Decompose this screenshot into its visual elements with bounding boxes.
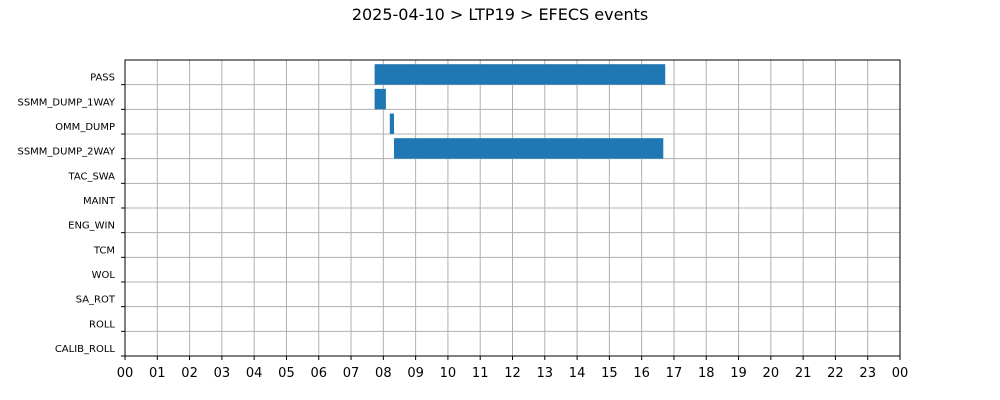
event-bar bbox=[374, 64, 666, 85]
x-tick-label: 20 bbox=[763, 366, 780, 381]
x-tick-label: 06 bbox=[310, 366, 327, 381]
x-tick-label: 15 bbox=[601, 366, 618, 381]
x-tick-label: 12 bbox=[504, 366, 521, 381]
grid-lines bbox=[124, 60, 901, 357]
x-tick-label: 02 bbox=[181, 366, 198, 381]
x-tick-label: 05 bbox=[278, 366, 295, 381]
x-tick-label: 22 bbox=[827, 366, 844, 381]
x-tick-label: 18 bbox=[698, 366, 715, 381]
x-tick-label: 16 bbox=[633, 366, 650, 381]
y-tick-label: OMM_DUMP bbox=[55, 122, 115, 133]
event-bar bbox=[393, 138, 664, 159]
chart-title: 2025-04-10 > LTP19 > EFECS events bbox=[351, 5, 649, 24]
x-tick-label: 21 bbox=[795, 366, 812, 381]
x-tick-label: 11 bbox=[472, 366, 489, 381]
event-bars bbox=[374, 64, 666, 159]
y-tick-label: WOL bbox=[92, 270, 116, 281]
x-tick-label: 23 bbox=[859, 366, 876, 381]
x-tick-label: 00 bbox=[117, 366, 134, 381]
y-tick-label: TCM bbox=[93, 245, 115, 256]
x-tick-label: 14 bbox=[569, 366, 586, 381]
x-tick-label: 19 bbox=[730, 366, 747, 381]
x-tick-label: 09 bbox=[407, 366, 424, 381]
y-tick-label: TAC_SWA bbox=[67, 171, 115, 182]
event-bar bbox=[374, 88, 386, 110]
x-tick-label: 08 bbox=[375, 366, 392, 381]
x-tick-label: 13 bbox=[537, 366, 554, 381]
y-tick-label: ROLL bbox=[89, 319, 115, 330]
x-tick-label: 07 bbox=[343, 366, 360, 381]
y-tick-label: SSMM_DUMP_2WAY bbox=[17, 147, 115, 158]
x-tick-label: 00 bbox=[892, 366, 909, 381]
x-tick-label: 17 bbox=[666, 366, 683, 381]
x-tick-label: 03 bbox=[214, 366, 231, 381]
y-tick-label: CALIB_ROLL bbox=[55, 344, 116, 355]
y-tick-label: PASS bbox=[90, 73, 115, 84]
x-tick-label: 04 bbox=[246, 366, 263, 381]
x-tick-label: 10 bbox=[440, 366, 457, 381]
y-tick-label: MAINT bbox=[83, 196, 116, 207]
event-bar bbox=[389, 113, 394, 134]
y-tick-label: SSMM_DUMP_1WAY bbox=[17, 97, 115, 108]
x-tick-label: 01 bbox=[149, 366, 166, 381]
y-tick-label: ENG_WIN bbox=[68, 221, 115, 232]
y-tick-label: SA_ROT bbox=[76, 295, 116, 306]
axis-ticks: 00 01 02 03 04 05 06 07 08 09 10 11 12 13 14 15 16 17 18 19… bbox=[17, 73, 908, 381]
